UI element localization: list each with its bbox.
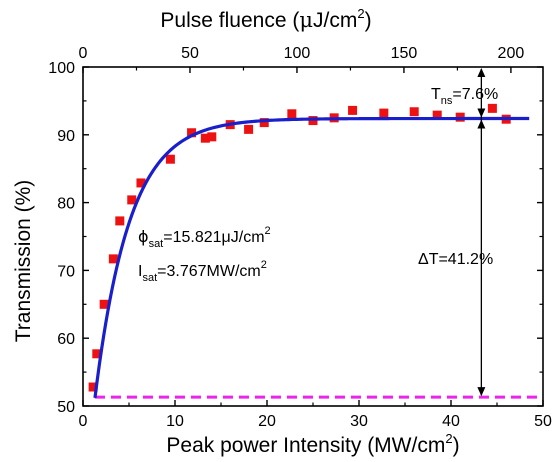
annotation-tns-main: T (431, 86, 441, 103)
annotation-phi-sup: 2 (265, 225, 271, 237)
x-axis-title-main: Peak power Intensity (MW/cm (166, 434, 445, 457)
arrowhead-bottom (477, 387, 486, 397)
x2-axis-title-unit: J/cm (313, 9, 357, 32)
fit-curve (93, 116, 530, 399)
data-point-22 (487, 103, 497, 113)
x2-tick-label-4: 200 (498, 45, 525, 62)
x2-tick-label-0: 0 (79, 45, 88, 62)
x2-axis-title-main: Pulse fluence ( (160, 9, 299, 32)
data-point-20 (432, 110, 442, 120)
x-axis-title: Peak power Intensity (MW/cm2) (166, 431, 459, 457)
annotation-phi-main: ϕ (138, 227, 149, 246)
annotation-isat-sup: 2 (261, 259, 267, 271)
data-point-6 (136, 178, 146, 188)
annotation-tns-sub: ns (441, 95, 453, 107)
x-tick-label-3: 30 (350, 413, 368, 430)
data-point-3 (108, 254, 118, 264)
annotation-isat-tail: =3.767MW/cm (157, 263, 261, 280)
annotation-tns-tail: =7.6% (452, 86, 498, 103)
x2-axis-title: Pulse fluence (μJ/cm2) (160, 6, 371, 32)
data-point-8 (187, 128, 197, 138)
plot-frame (82, 66, 544, 407)
y-tick-label-0: 50 (57, 399, 75, 416)
x-axis-title-tail: ) (453, 434, 460, 457)
data-point-10 (207, 132, 217, 142)
y-tick-label-3: 80 (57, 196, 75, 213)
data-point-18 (379, 108, 389, 118)
data-point-19 (409, 107, 419, 117)
x-tick-label-4: 40 (442, 413, 460, 430)
data-point-17 (348, 105, 358, 115)
y-tick-label-1: 60 (57, 331, 75, 348)
x-axis-title-sup: 2 (445, 431, 452, 446)
annotation-tns: Tns=7.6% (431, 86, 498, 107)
x-tick-label-1: 10 (166, 413, 184, 430)
annotation-isat-sub: sat (142, 272, 157, 284)
annotation-phi-sat: ϕsat=15.821μJ/cm2 (138, 225, 271, 250)
x2-axis-title-tail: ) (365, 9, 372, 32)
x-tick-label-2: 20 (258, 413, 276, 430)
data-point-9 (200, 133, 210, 143)
data-point-7 (165, 154, 175, 164)
arrowhead-mid-up (477, 108, 486, 118)
y-tick-label-4: 90 (57, 128, 75, 145)
y-tick-label-2: 70 (57, 263, 75, 280)
data-point-5 (127, 195, 137, 205)
x2-axis-title-mu: μ (299, 8, 313, 32)
annotation-phi-tail: =15.821μJ/cm (163, 229, 264, 246)
annotation-isat-main: I (138, 263, 142, 280)
data-point-0 (88, 382, 98, 392)
x2-tick-label-2: 100 (284, 45, 311, 62)
data-point-2 (99, 299, 109, 309)
x2-axis-title-sup: 2 (357, 6, 364, 21)
data-point-4 (115, 216, 125, 226)
annotation-phi-sub: sat (149, 238, 164, 250)
data-point-1 (92, 349, 102, 359)
x-tick-label-5: 50 (534, 413, 552, 430)
x2-tick-label-3: 150 (391, 45, 418, 62)
y-axis-title: Transmission (%) (12, 180, 35, 343)
plot-marks (88, 68, 541, 399)
annotation-isat: Isat=3.767MW/cm2 (138, 259, 267, 284)
arrowhead-mid-down (477, 119, 486, 129)
data-point-12 (244, 124, 254, 134)
data-point-14 (287, 109, 297, 119)
y-tick-label-5: 100 (48, 60, 75, 77)
data-point-13 (259, 118, 269, 128)
arrowhead-top (477, 68, 486, 77)
x2-tick-label-1: 50 (181, 45, 199, 62)
x-tick-label-0: 0 (79, 413, 88, 430)
annotation-delta-t: ΔT=41.2% (418, 251, 493, 268)
